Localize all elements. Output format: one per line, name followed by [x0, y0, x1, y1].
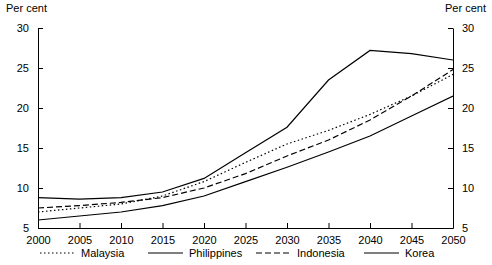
tick-mark — [370, 223, 371, 228]
x-axis-line — [39, 228, 454, 229]
tick: 2005 — [68, 223, 92, 246]
tick: 5 — [448, 222, 468, 234]
tick-mark — [38, 28, 43, 29]
tick-label: 20 — [462, 102, 474, 114]
tick-label: 30 — [462, 22, 474, 34]
tick: 30 — [448, 22, 474, 34]
series-line — [38, 96, 453, 220]
legend-swatch — [40, 252, 75, 253]
tick-mark — [329, 223, 330, 228]
tick: 2030 — [275, 223, 299, 246]
tick: 20 — [448, 102, 474, 114]
tick-mark — [448, 108, 453, 109]
tick-mark — [412, 223, 413, 228]
tick: 20 — [17, 102, 43, 114]
tick-label: 2000 — [26, 234, 50, 246]
tick-mark — [448, 148, 453, 149]
tick-label: 5 — [23, 222, 29, 234]
y-axis-title: Per cent — [6, 2, 47, 14]
legend-label: Korea — [405, 247, 435, 259]
tick: 2010 — [109, 223, 133, 246]
tick-mark — [121, 223, 122, 228]
tick: 2035 — [317, 223, 341, 246]
tick-label: 10 — [462, 182, 474, 194]
tick: 2040 — [358, 223, 382, 246]
tick-mark — [80, 223, 81, 228]
tick: 5 — [23, 222, 43, 234]
y2-axis: 5 10 15 20 25 30 — [448, 22, 474, 234]
tick-label: 2005 — [68, 234, 92, 246]
y-axis-line — [38, 29, 39, 229]
tick: 2045 — [400, 223, 424, 246]
tick: 25 — [17, 62, 43, 74]
tick: 10 — [448, 182, 474, 194]
tick-mark — [448, 68, 453, 69]
tick-mark — [287, 223, 288, 228]
y2-axis-title: Per cent — [445, 2, 486, 14]
tick-mark — [38, 228, 43, 229]
tick-label: 2045 — [400, 234, 424, 246]
tick: 2025 — [234, 223, 258, 246]
legend-swatch — [364, 252, 399, 253]
series-line — [38, 50, 453, 199]
tick-label: 5 — [462, 222, 468, 234]
tick-mark — [38, 188, 43, 189]
x-axis: 2000 2005 2010 2015 2020 2025 2030 2035 2040 2045… — [26, 223, 465, 246]
legend-label: Malaysia — [81, 247, 125, 259]
y2-axis-line — [453, 29, 454, 229]
legend-swatch — [256, 252, 291, 253]
tick: 25 — [448, 62, 474, 74]
series-line — [38, 70, 453, 208]
tick-mark — [38, 148, 43, 149]
tick: 30 — [17, 22, 43, 34]
tick-mark — [448, 28, 453, 29]
series-line — [38, 74, 453, 212]
tick: 2020 — [192, 223, 216, 246]
tick-mark — [38, 108, 43, 109]
legend-label: Indonesia — [297, 247, 346, 259]
tick-label: 2030 — [275, 234, 299, 246]
tick-label: 15 — [462, 142, 474, 154]
tick-mark — [448, 228, 453, 229]
tick-label: 2015 — [151, 234, 175, 246]
tick-mark — [38, 68, 43, 69]
tick-mark — [448, 188, 453, 189]
tick-label: 20 — [17, 102, 29, 114]
tick-label: 30 — [17, 22, 29, 34]
tick-label: 15 — [17, 142, 29, 154]
tick-mark — [163, 223, 164, 228]
tick-label: 2010 — [109, 234, 133, 246]
tick-label: 25 — [17, 62, 29, 74]
tick-label: 2040 — [358, 234, 382, 246]
tick-label: 2035 — [317, 234, 341, 246]
tick-label: 2050 — [441, 234, 465, 246]
tick-label: 2025 — [234, 234, 258, 246]
tick: 2015 — [151, 223, 175, 246]
tick-label: 10 — [17, 182, 29, 194]
tick: 15 — [17, 142, 43, 154]
y-axis: 5 10 15 20 25 30 — [17, 22, 43, 234]
plot-area — [38, 50, 453, 220]
legend-label: Philippines — [189, 247, 243, 259]
chart: 2000200520102015202020252030203520402045… — [0, 0, 492, 265]
tick-mark — [246, 223, 247, 228]
tick: 15 — [448, 142, 474, 154]
legend-swatch — [148, 252, 183, 253]
tick-label: 25 — [462, 62, 474, 74]
tick: 10 — [17, 182, 43, 194]
tick-label: 2020 — [192, 234, 216, 246]
legend: Malaysia Philippines Indonesia Korea — [40, 247, 435, 259]
tick-mark — [204, 223, 205, 228]
